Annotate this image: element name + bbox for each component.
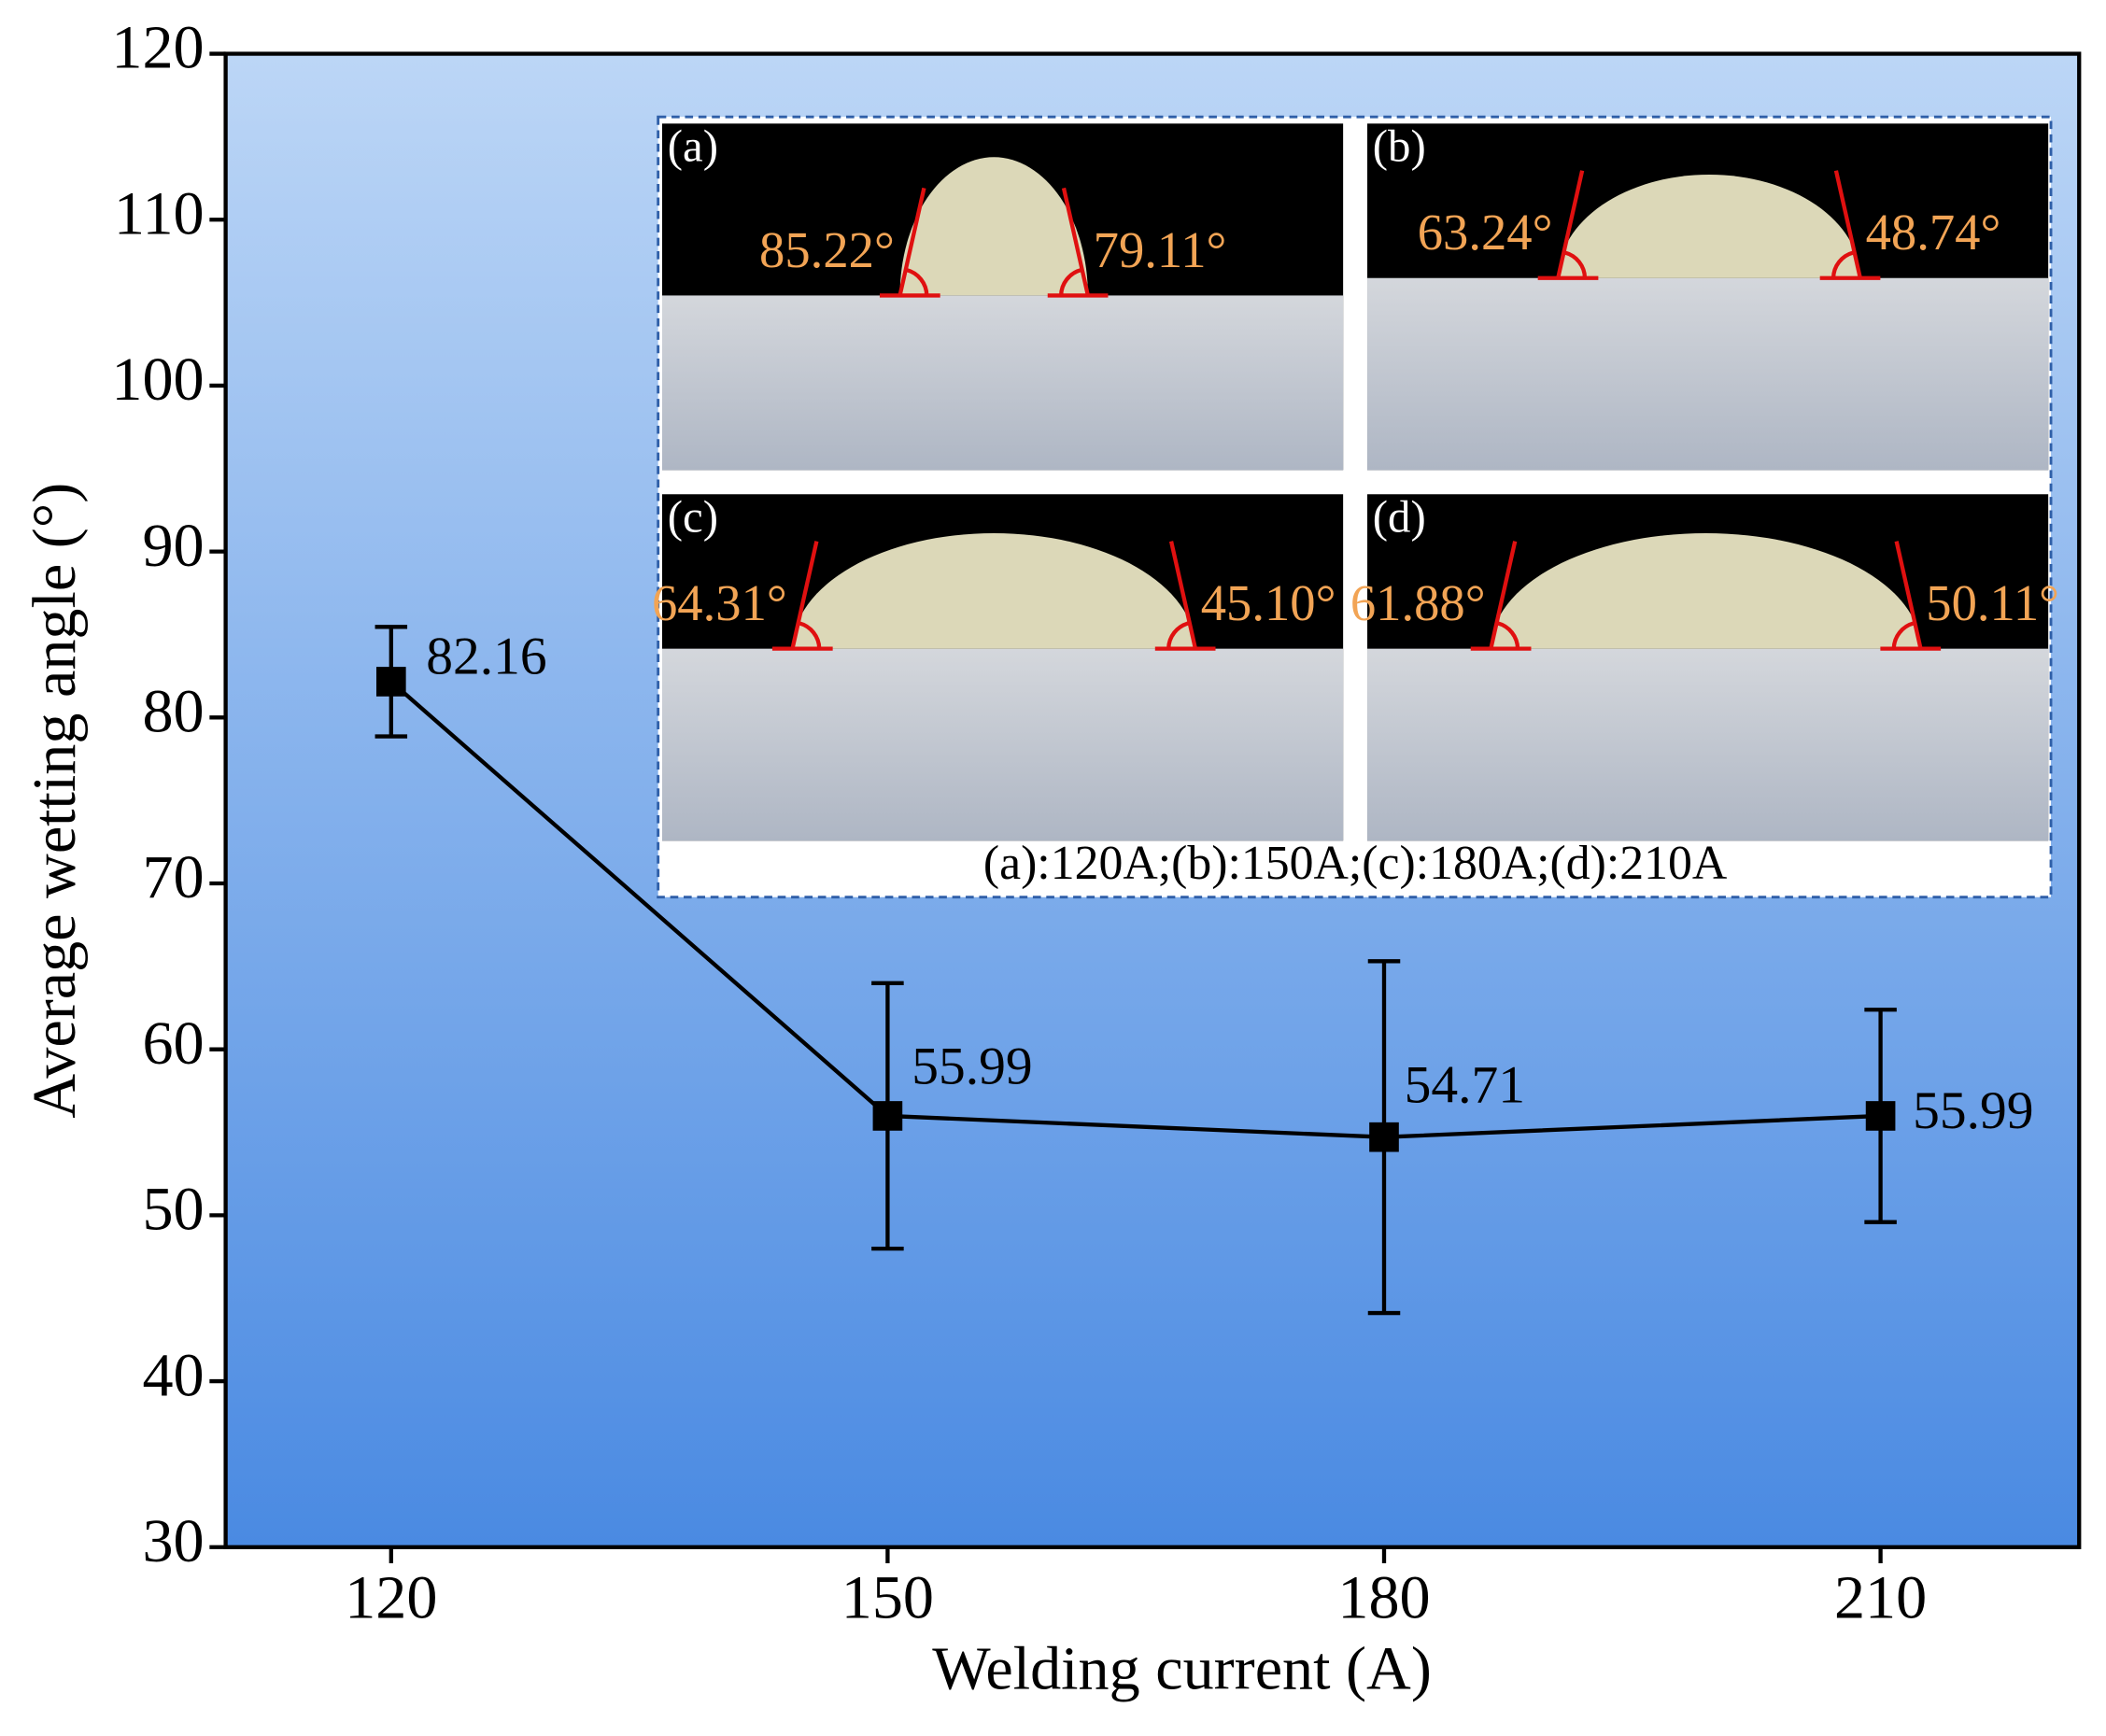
angle-label: 61.88° [1350,574,1486,631]
angle-label: 48.74° [1866,204,2001,261]
inset-panel: (a) 85.22° 79.11° [662,120,1344,471]
panel-substrate [662,648,1344,841]
angle-tangent [1168,541,1198,650]
point [872,1101,903,1131]
y-axis-title: Average wetting angle (°) [21,483,89,1119]
x-tick-label: 150 [841,1563,934,1631]
droplet [1491,532,1921,649]
data-label: 55.99 [1913,1081,2033,1140]
data-label: 55.99 [912,1037,1032,1096]
angle-label: 79.11° [1094,221,1227,278]
angle-label: 64.31° [652,574,787,631]
point [375,667,406,697]
data-label: 82.16 [426,628,546,686]
angle-tangent [1894,541,1923,650]
y-tick-label: 50 [142,1176,204,1244]
panel-substrate [662,295,1344,471]
y-tick-label: 80 [142,678,204,746]
inset-panel: (d) 61.88° 50.11° [1350,490,2059,841]
droplet [1558,174,1860,278]
angle-tangent [790,541,819,650]
panel-label: (b) [1373,120,1426,171]
y-tick-label: 110 [114,179,205,247]
inset-panel: (b) 63.24° 48.74° [1367,120,2049,471]
y-tick-label: 90 [142,512,204,580]
angle-arc [1166,621,1190,649]
y-tick-label: 70 [142,843,204,911]
y-tick-label: 100 [111,346,204,414]
series-line [389,680,1881,1139]
x-tick-label: 210 [1834,1563,1927,1631]
angle-tangent [1833,170,1862,279]
angle-tangent [1489,541,1518,650]
point [1865,1101,1896,1131]
plot-frame [223,51,2082,1549]
angle-arc [799,621,822,649]
angle-tangent [1061,187,1090,296]
data-label: 54.71 [1405,1056,1525,1115]
angle-tangent [898,187,926,296]
inset-caption: (a):120A;(b):150A;(c):180A;(d):210A [983,837,1727,890]
angle-arc [1058,268,1082,296]
angle-label: 50.11° [1926,574,2059,631]
y-tick-label: 30 [142,1507,204,1575]
droplet [792,532,1195,649]
panel-label: (c) [668,490,718,542]
y-tick-label: 120 [111,14,204,82]
x-tick-label: 120 [345,1563,437,1631]
angle-label: 85.22° [759,221,895,278]
x-tick-label: 180 [1337,1563,1430,1631]
panel-substrate [1367,277,2049,471]
point [1369,1122,1399,1152]
x-axis-title: Welding current (A) [932,1635,1432,1703]
angle-tangent [1556,170,1585,279]
panel-label: (a) [668,120,718,171]
inset-panel: (c) 64.31° 45.10° [652,490,1344,841]
angle-arc [1891,621,1915,649]
angle-arc [1496,621,1520,649]
panel-label: (d) [1373,490,1426,542]
y-tick-label: 60 [142,1009,204,1078]
angle-label: 63.24° [1418,204,1553,261]
angle-arc [906,268,929,296]
inset: (a):120A;(b):150A;(c):180A;(d):210A (a) 8… [652,115,2059,899]
angle-arc [1563,250,1588,278]
angle-label: 45.10° [1201,574,1336,631]
panel-substrate [1367,648,2049,841]
angle-arc [1830,250,1855,278]
droplet [899,157,1088,296]
y-tick-label: 40 [142,1341,204,1409]
